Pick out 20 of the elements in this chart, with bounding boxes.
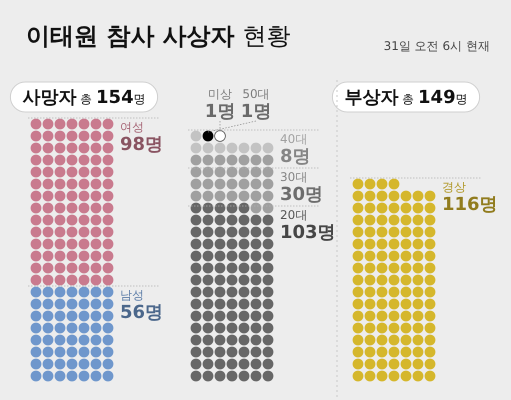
data-label: 1명 [240,101,272,122]
text: 31일 오전 6시 현재 [384,39,490,53]
text: 이태원 참사 사상자 현황 [26,22,290,50]
data-label: 8명 [280,146,311,167]
category-label: 40대 [280,132,308,146]
category-label: 미상 [208,87,232,101]
data-label: 103명 [280,222,336,243]
category-label: 경상 [442,180,466,194]
category-label: 남성 [120,288,144,302]
text: 부상자 총 149명 [344,87,468,108]
text: 사망자 총 154명 [22,87,146,108]
category-label: 20대 [280,208,308,222]
category-label: 30대 [280,170,308,184]
category-label: 여성 [120,120,144,134]
data-label: 1명 [204,101,236,122]
data-label: 30명 [280,184,324,205]
data-label: 116명 [442,194,498,215]
category-label: 50대 [242,87,270,101]
data-label: 98명 [120,134,164,155]
data-label: 56명 [120,302,164,323]
